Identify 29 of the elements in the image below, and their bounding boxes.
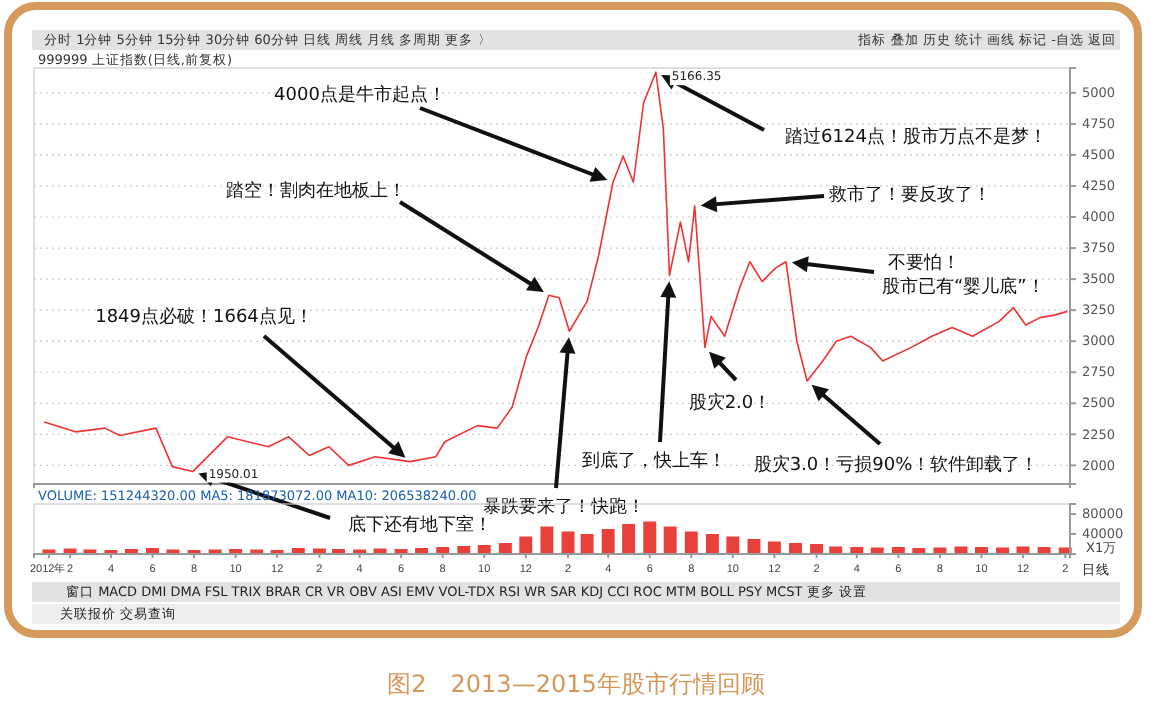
bar: [643, 521, 657, 554]
bar: [622, 524, 636, 554]
annotation: 股灾3.0！亏损90%！软件卸载了！: [753, 454, 1039, 476]
bar: [580, 534, 594, 554]
bar: [519, 536, 533, 554]
caption: 图2 2013—2015年股市行情回顾: [387, 670, 765, 698]
annotation: 1849点必破！1664点见！: [95, 306, 313, 328]
bar: [726, 536, 740, 554]
bar: [498, 543, 512, 554]
annotation: 底下还有地下室！: [348, 514, 492, 536]
bar: [789, 543, 802, 554]
annotation: 到底了，快上车！: [582, 450, 726, 472]
bar: [601, 529, 615, 554]
bar: [684, 531, 698, 554]
annotation: 救市了！要反攻了！: [827, 184, 991, 206]
annotation: 踏过6124点！股市万点不是梦！: [785, 126, 1047, 148]
annotation: 股市已有“婴儿底”！: [882, 276, 1045, 298]
bar: [663, 526, 677, 554]
annotation: 踏空！割肉在地板上！: [226, 180, 406, 202]
bar: [477, 545, 491, 554]
line-series: [43, 71, 1069, 473]
annotation: 不要怕！: [888, 252, 960, 274]
bar: [540, 526, 554, 554]
bar: [747, 539, 761, 554]
bar: [810, 544, 824, 554]
annotation: 暴跌要来了！快跑！: [483, 496, 645, 518]
bar: [705, 534, 719, 554]
annotation: 股灾2.0！: [688, 392, 772, 414]
annotation: 4000点是牛市起点！: [274, 84, 446, 106]
